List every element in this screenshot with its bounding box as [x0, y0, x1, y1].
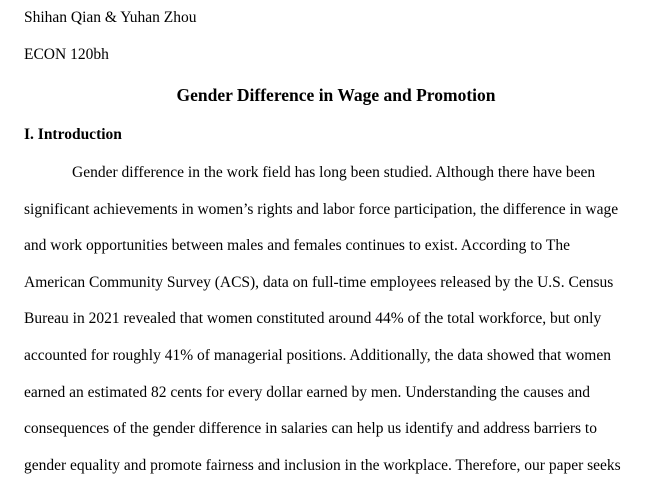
paragraph-line: significant achievements in women’s righ…: [24, 201, 619, 218]
paragraph-line: Gender difference in the work field has …: [72, 164, 596, 181]
paragraph-line: American Community Survey (ACS), data on…: [24, 274, 614, 291]
paragraph-line: consequences of the gender difference in…: [24, 420, 597, 437]
section-heading: I. Introduction: [24, 126, 122, 143]
course-line: ECON 120bh: [24, 46, 109, 63]
paragraph-line: Bureau in 2021 revealed that women const…: [24, 310, 602, 327]
paragraph-line: accounted for roughly 41% of managerial …: [24, 347, 611, 364]
paper-title: Gender Difference in Wage and Promotion: [176, 85, 496, 105]
author-line: Shihan Qian & Yuhan Zhou: [24, 9, 197, 26]
paragraph-line: earned an estimated 82 cents for every d…: [24, 384, 590, 401]
paragraph-line: and work opportunities between males and…: [24, 237, 570, 254]
paragraph-line: gender equality and promote fairness and…: [24, 457, 621, 474]
